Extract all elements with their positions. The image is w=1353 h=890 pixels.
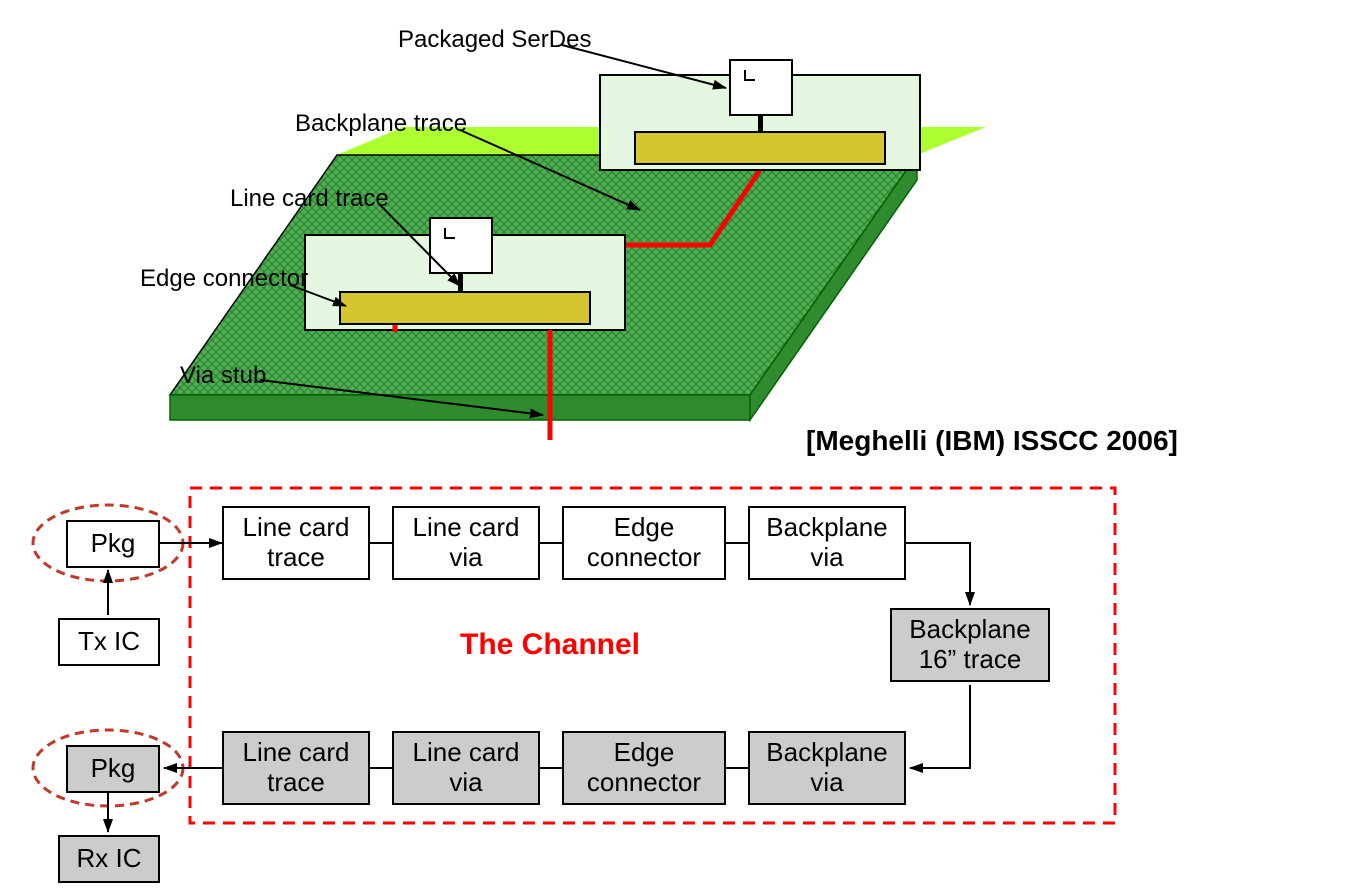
label-packaged-serdes: Packaged SerDes: [398, 26, 591, 54]
line-card-front: [305, 218, 625, 330]
citation: [Meghelli (IBM) ISSCC 2006]: [806, 425, 1178, 457]
pkg-top: Pkg: [66, 520, 160, 568]
edge-connector-top: Edge connector: [562, 506, 726, 580]
line-card-via-top: Line card via: [392, 506, 540, 580]
line-card-trace-top: Line card trace: [222, 506, 370, 580]
label-backplane-trace: Backplane trace: [295, 110, 467, 138]
line-card-back: [600, 60, 920, 170]
backplane-3d-diagram: [0, 0, 1353, 460]
pkg-bottom: Pkg: [66, 745, 160, 793]
label-edge-connector: Edge connector: [140, 265, 308, 293]
backplane-via-bottom: Backplane via: [748, 731, 906, 805]
line-card-via-bottom: Line card via: [392, 731, 540, 805]
edge-connector-bottom: Edge connector: [562, 731, 726, 805]
channel-title: The Channel: [460, 628, 640, 662]
backplane-via-top: Backplane via: [748, 506, 906, 580]
label-line-card-trace: Line card trace: [230, 185, 389, 213]
line-card-trace-bottom: Line card trace: [222, 731, 370, 805]
rx-ic: Rx IC: [58, 835, 160, 883]
board-side: [170, 395, 750, 420]
tx-ic: Tx IC: [58, 618, 160, 666]
label-via-stub: Via stub: [180, 362, 266, 390]
backplane-trace-box: Backplane 16” trace: [890, 608, 1050, 682]
